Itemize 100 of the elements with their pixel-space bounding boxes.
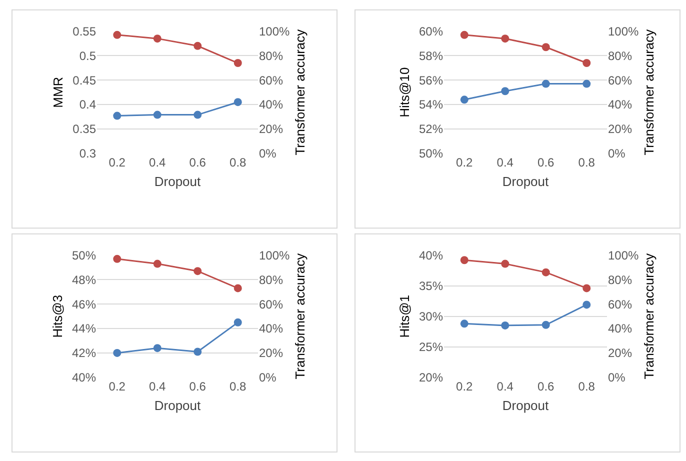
y-tick-label: 58% [418,48,444,63]
y2-tick-label: 80% [608,48,632,63]
y2-tick-label: 60% [259,73,284,88]
y2-tick-label: 20% [259,346,284,360]
point [194,267,202,276]
x-tick-label: 0.4 [496,155,514,170]
y2-tick-label: 0% [259,370,277,385]
y2-tick-label: 80% [259,272,284,287]
y2-tick-label: 100% [608,24,640,38]
y-tick-label: 52% [418,122,444,136]
y2-tick-label: 20% [608,122,632,136]
y-tick-label: 0.3 [79,146,96,161]
point [153,110,162,119]
x-tick-label: 0.2 [456,379,474,394]
y2-axis-title: Transformer accuracy [292,28,308,156]
y2-axis-title: Transformer accuracy [292,252,308,380]
point [234,59,242,68]
x-tick-label: 0.8 [578,379,596,394]
y-tick-label: 42% [72,346,96,360]
x-tick-label: 0.4 [496,379,514,394]
y-axis-title: Hits@1 [396,294,412,338]
x-tick-label: 0.6 [189,155,206,170]
point [542,320,550,329]
point [113,348,122,357]
point [582,300,591,309]
point [194,348,202,356]
y2-axis-title: Transformer accuracy [642,28,657,156]
point [460,256,468,264]
y-tick-label: 44% [72,322,96,336]
y-tick-label: 0.35 [72,122,96,136]
y-tick-label: 40% [72,370,96,385]
x-tick-label: 0.8 [230,155,247,170]
point [113,30,122,39]
x-axis-title: Dropout [502,174,550,190]
y2-tick-label: 60% [608,297,632,312]
x-tick-label: 0.6 [538,379,555,394]
y-tick-label: 50% [418,146,444,161]
point [582,284,591,292]
y2-tick-label: 40% [608,322,632,336]
point [542,43,550,52]
y2-tick-label: 0% [608,146,626,161]
y-tick-label: 50% [72,248,96,262]
y-tick-label: 40% [418,248,444,262]
y-tick-label: 60% [418,24,444,38]
x-tick-label: 0.2 [456,155,474,170]
point [501,321,510,330]
y-axis-title: Hits@3 [50,294,65,338]
point [234,318,242,326]
point [542,268,550,276]
point [153,260,162,268]
y-tick-label: 35% [418,278,444,293]
y-tick-label: 0.55 [72,24,96,38]
x-tick-label: 0.2 [108,155,126,170]
y-tick-label: 46% [72,297,96,312]
point [542,80,550,88]
y-tick-label: 30% [418,310,444,324]
x-tick-label: 0.4 [149,155,166,170]
point [153,34,162,43]
y-tick-label: 0.4 [79,98,96,112]
point [234,284,242,292]
x-axis-title: Dropout [154,398,202,413]
y-tick-label: 56% [418,73,444,88]
x-tick-label: 0.8 [230,379,247,394]
y2-tick-label: 80% [259,48,284,63]
y-tick-label: 25% [418,340,444,354]
point [113,254,122,263]
point [113,112,122,120]
y2-tick-label: 20% [259,122,284,136]
point [460,96,468,104]
y2-tick-label: 0% [608,370,626,385]
y-axis-title: Hits@10 [396,67,412,118]
x-tick-label: 0.4 [149,379,166,394]
point [194,42,202,50]
point [501,34,510,43]
x-tick-label: 0.8 [578,155,596,170]
y2-tick-label: 20% [608,346,632,360]
y2-tick-label: 40% [259,98,284,112]
y2-tick-label: 0% [259,146,277,161]
y2-tick-label: 100% [259,24,290,38]
x-tick-label: 0.2 [108,379,126,394]
point [194,110,202,119]
point [234,98,242,106]
point [153,344,162,352]
point [501,87,510,96]
y-tick-label: 20% [418,370,444,385]
point [582,59,591,68]
point [460,320,468,328]
y2-axis-title: Transformer accuracy [642,252,657,380]
y2-tick-label: 60% [608,73,632,88]
y2-tick-label: 40% [608,98,632,112]
y-tick-label: 54% [418,98,444,112]
point [582,80,591,88]
y2-tick-label: 40% [259,322,284,336]
y-tick-label: 0.45 [72,73,96,88]
point [501,260,510,268]
x-tick-label: 0.6 [538,155,555,170]
x-axis-title: Dropout [502,398,550,413]
y2-tick-label: 60% [259,297,284,312]
y2-tick-label: 100% [259,248,290,262]
y-axis-title: MMR [50,76,66,108]
